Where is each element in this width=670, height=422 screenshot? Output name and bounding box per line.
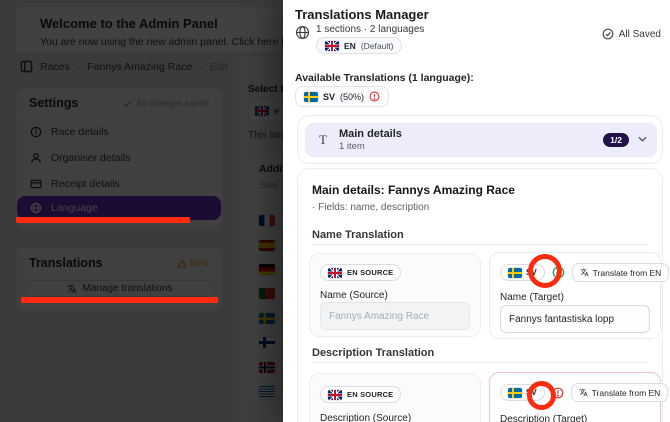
section-accordion-card: T Main details 1 item 1/2 xyxy=(297,115,663,164)
panel-meta: 1 sections · 2 languages xyxy=(316,24,425,35)
greece-flag-icon xyxy=(259,385,275,397)
changes-saved-status: All changes saved xyxy=(123,98,209,108)
warning-triangle-icon xyxy=(177,258,187,268)
default-language-code: EN xyxy=(344,40,356,51)
translate-from-en-button[interactable]: Translate from EN xyxy=(571,263,670,282)
main-details-section-card: Main details: Fannys Amazing Race · Fiel… xyxy=(297,168,670,422)
breadcrumb-separator: › xyxy=(76,60,81,73)
globe-icon xyxy=(30,202,42,214)
section-fields-note: · Fields: name, description xyxy=(312,202,430,213)
settings-card-header: Settings All changes saved xyxy=(17,89,221,118)
welcome-title: Welcome to the Admin Panel xyxy=(40,16,218,31)
error-circle-icon xyxy=(369,91,380,102)
save-status: All Saved xyxy=(602,28,661,40)
breadcrumb-item-races[interactable]: Races xyxy=(40,60,70,73)
uk-flag-icon xyxy=(328,389,342,400)
additional-languages-title: Addi xyxy=(259,163,283,175)
breadcrumb-item-race-name[interactable]: Fannys Amazing Race xyxy=(87,60,193,73)
description-target-card: SV Translate from EN Description (Target… xyxy=(489,372,669,422)
breadcrumb-item-edit: Edit xyxy=(209,60,228,73)
receipt-icon xyxy=(30,178,42,190)
name-source-label: Name (Source) xyxy=(320,290,388,301)
manage-translations-button[interactable]: Manage translations xyxy=(25,280,215,297)
description-source-label: Description (Source) xyxy=(320,413,412,422)
check-circle-icon xyxy=(602,28,614,40)
en-source-pill: EN SOURCE xyxy=(320,386,402,403)
available-language-pill[interactable]: SV (50%) xyxy=(295,86,390,107)
additional-languages-subtitle: Sele xyxy=(259,180,279,191)
divider xyxy=(312,362,648,363)
check-icon xyxy=(123,99,132,108)
name-target-card: SV Translate from EN Name (Target) Fanny… xyxy=(489,252,670,339)
info-icon xyxy=(30,126,42,138)
sweden-flag-icon xyxy=(304,91,318,102)
chevron-down-icon[interactable] xyxy=(638,136,647,142)
germany-flag-icon xyxy=(259,263,275,275)
description-target-label: Description (Target) xyxy=(500,414,588,422)
annotation-circle-name-status xyxy=(528,254,562,288)
name-translation-heading: Name Translation xyxy=(312,229,404,241)
breadcrumb-separator: › xyxy=(199,60,203,73)
uk-flag-icon xyxy=(325,40,339,51)
spain-flag-icon xyxy=(259,239,275,251)
text-type-icon: T xyxy=(319,132,327,147)
annotation-circle-description-status xyxy=(527,381,556,410)
default-language-suffix: (Default) xyxy=(360,40,394,51)
description-translation-heading: Description Translation xyxy=(312,347,435,359)
breadcrumb: Races › Fannys Amazing Race › Edit xyxy=(20,60,228,73)
translations-manager-panel: Translations Manager 1 sections · 2 lang… xyxy=(283,0,670,422)
norway-flag-icon xyxy=(259,361,275,373)
language-note: This lang xyxy=(248,130,289,141)
accordion-main-details[interactable]: T Main details 1 item 1/2 xyxy=(305,123,657,157)
panel-title: Translations Manager xyxy=(295,7,429,22)
globe-icon xyxy=(295,25,310,40)
annotation-underline-manage-translations xyxy=(21,297,218,303)
available-language-code: SV xyxy=(323,91,336,102)
portugal-flag-icon xyxy=(259,288,275,300)
sidebar-item-receipt-details[interactable]: Receipt details xyxy=(17,171,221,197)
annotation-underline-language xyxy=(16,217,190,223)
uk-flag-icon xyxy=(255,106,269,116)
progress-badge: 1/2 xyxy=(603,133,629,147)
en-source-pill: EN SOURCE xyxy=(320,264,402,281)
sidebar-item-organiser-details[interactable]: Organiser details xyxy=(17,145,221,171)
translate-from-en-button[interactable]: Translate from EN xyxy=(570,383,669,402)
select-language-label: Select th xyxy=(248,84,290,95)
translations-title: Translations xyxy=(29,256,103,270)
sidebar-toggle-icon[interactable] xyxy=(20,60,33,73)
welcome-body[interactable]: You are now using the new admin panel. C… xyxy=(40,36,334,48)
name-target-label: Name (Target) xyxy=(500,292,564,303)
sidebar-item-race-details[interactable]: Race details xyxy=(17,119,221,145)
sidebar-item-language[interactable]: Language xyxy=(17,196,221,220)
france-flag-icon xyxy=(259,215,275,227)
translation-progress-badge: 50% xyxy=(177,258,209,269)
divider xyxy=(312,244,648,245)
name-source-card: EN SOURCE Name (Source) Fannys Amazing R… xyxy=(309,253,481,337)
sweden-flag-icon xyxy=(508,267,522,278)
translate-icon xyxy=(580,268,589,277)
available-language-pct: (50%) xyxy=(340,91,365,102)
description-source-card: EN SOURCE Description (Source) xyxy=(309,373,481,422)
name-target-input[interactable]: Fannys fantastiska lopp xyxy=(500,305,650,333)
person-icon xyxy=(30,152,42,164)
name-source-input: Fannys Amazing Race xyxy=(320,302,470,330)
sweden-flag-icon xyxy=(508,387,522,398)
accordion-title: Main details xyxy=(338,128,402,140)
section-heading: Main details: Fannys Amazing Race xyxy=(312,183,515,197)
uk-flag-icon xyxy=(328,267,342,278)
default-language-pill[interactable]: EN (Default) xyxy=(316,37,403,54)
sweden-flag-icon xyxy=(259,312,275,324)
translations-card-header: Translations 50% xyxy=(17,248,221,274)
settings-card: Settings All changes saved Race details … xyxy=(16,88,222,228)
accordion-subtitle: 1 item xyxy=(338,141,365,152)
settings-title: Settings xyxy=(29,96,79,110)
translate-icon xyxy=(579,388,588,397)
finland-flag-icon xyxy=(259,337,275,349)
available-translations-label: Available Translations (1 language): xyxy=(295,72,474,84)
translate-icon xyxy=(67,284,78,294)
